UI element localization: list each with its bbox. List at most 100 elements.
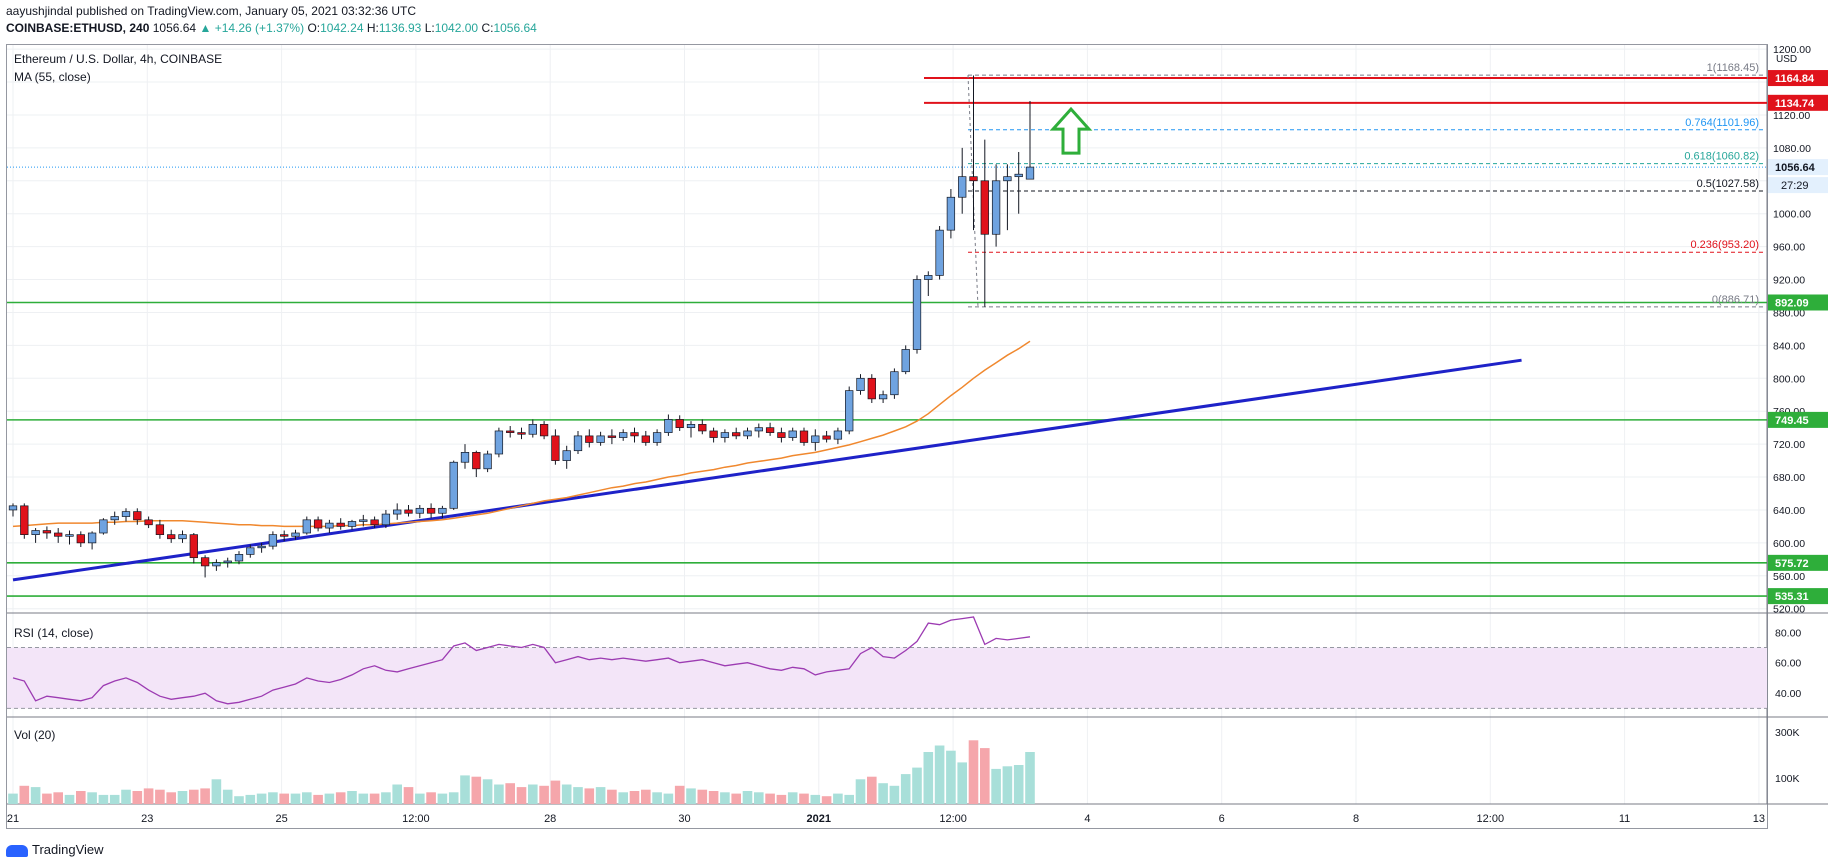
symbol-line: COINBASE:ETHUSD, 240 1056.64 ▲ +14.26 (+… <box>6 21 537 35</box>
volume-bar <box>821 796 832 804</box>
x-tick-label: 13 <box>1753 813 1765 825</box>
price-axis-badge <box>1768 294 1828 311</box>
x-tick-label: 23 <box>141 813 153 825</box>
volume-bar <box>415 793 425 804</box>
volume-bar <box>471 776 482 804</box>
volume-bar <box>641 789 651 804</box>
price-axis-badge-text: 1056.64 <box>1775 162 1816 174</box>
volume-bar <box>991 768 1001 804</box>
volume-bar <box>358 793 369 804</box>
volume-bar <box>403 787 414 804</box>
volume-bar <box>76 791 86 804</box>
volume-bar <box>335 792 346 804</box>
volume-legend[interactable]: Vol (20) <box>14 728 56 742</box>
volume-bar <box>211 779 222 804</box>
volume-bar <box>256 793 267 804</box>
candle-body <box>709 430 718 438</box>
volume-bar <box>561 784 572 804</box>
candle-body <box>280 534 289 537</box>
volume-bar <box>946 750 956 804</box>
candle-body <box>494 430 504 455</box>
rsi-axis-label: 60.00 <box>1775 658 1801 670</box>
candle-body <box>980 180 989 235</box>
volume-bar <box>731 793 741 804</box>
x-tick-label: 12:00 <box>1477 813 1505 825</box>
price-axis-badge-text: 1134.74 <box>1775 98 1815 110</box>
volume-bar <box>505 783 515 804</box>
price-axis-badge-text: 892.09 <box>1775 298 1809 310</box>
candle-body <box>946 196 956 231</box>
candle-body <box>144 519 153 526</box>
x-tick-label: 28 <box>544 813 556 825</box>
candle-body <box>969 176 978 182</box>
y-tick-label: 1200.00 <box>1773 44 1811 56</box>
candle-body <box>641 435 650 443</box>
y-tick-label: 640.00 <box>1773 505 1805 517</box>
volume-bar <box>121 789 131 804</box>
x-tick-label: 11 <box>1619 813 1630 825</box>
volume-bar <box>381 792 391 804</box>
x-tick-label: 8 <box>1353 813 1359 825</box>
candle-body <box>200 557 210 567</box>
x-tick-label: 25 <box>275 813 287 825</box>
candle-body <box>867 377 876 400</box>
candle-body <box>924 275 933 280</box>
volume-bar <box>324 793 335 804</box>
candle-body <box>268 534 278 547</box>
volume-bar <box>867 776 877 804</box>
close-value: 1056.64 <box>493 21 537 35</box>
price-axis-badge-text: 575.72 <box>1775 558 1809 570</box>
candle-body <box>743 430 752 437</box>
candle-body <box>788 430 797 438</box>
volume-bar <box>64 794 75 804</box>
trend-line[interactable] <box>12 358 1522 582</box>
volume-bar <box>347 791 357 804</box>
candle-body <box>811 435 820 443</box>
symbol-name[interactable]: COINBASE:ETHUSD, 240 <box>6 21 150 35</box>
volume-bar <box>426 792 436 804</box>
volume-bar <box>200 788 210 804</box>
candle-body <box>901 349 910 373</box>
candle-body <box>528 424 537 435</box>
rsi-line <box>12 616 1031 705</box>
y-tick-label: 800.00 <box>1773 373 1805 385</box>
tradingview-logo[interactable]: TradingView <box>6 842 104 857</box>
price-axis-badge <box>1768 588 1828 605</box>
rsi-legend[interactable]: RSI (14, close) <box>14 626 94 640</box>
candle-body <box>121 511 131 517</box>
volume-bar <box>595 787 606 804</box>
price-axis-badge <box>1768 411 1828 428</box>
candle-body <box>991 180 1001 235</box>
candle-body <box>845 390 854 432</box>
candle-body <box>178 534 187 540</box>
volume-bar <box>584 788 595 804</box>
y-tick-label: 560.00 <box>1773 571 1805 583</box>
price-axis-badge <box>1768 94 1828 111</box>
volume-bar <box>957 762 967 804</box>
volume-axis-label: 300K <box>1775 727 1800 739</box>
y-tick-label: 680.00 <box>1773 472 1805 484</box>
countdown-badge <box>1768 177 1828 194</box>
price-axis-badge <box>1768 554 1828 571</box>
volume-bar <box>245 794 256 804</box>
candle-body <box>257 545 266 549</box>
x-tick-label: 2021 <box>807 813 831 825</box>
volume-bar <box>268 792 278 804</box>
candle-body <box>754 427 763 432</box>
price-axis-badge-text: 1164.84 <box>1775 73 1815 85</box>
open-label: O: <box>307 21 321 35</box>
volume-bar <box>573 787 583 804</box>
volume-bar <box>189 789 199 804</box>
candle-body <box>935 229 944 276</box>
price-axis-badge <box>1768 70 1828 87</box>
candle-body <box>483 453 492 470</box>
volume-bar <box>720 792 730 804</box>
volume-bar <box>776 794 787 804</box>
volume-bar <box>177 791 188 804</box>
ma-legend[interactable]: MA (55, close) <box>14 70 91 84</box>
price-axis-badge-text: 535.31 <box>1775 591 1809 603</box>
candle-body <box>393 509 402 515</box>
candle-body <box>325 522 334 529</box>
volume-bar <box>900 774 911 804</box>
